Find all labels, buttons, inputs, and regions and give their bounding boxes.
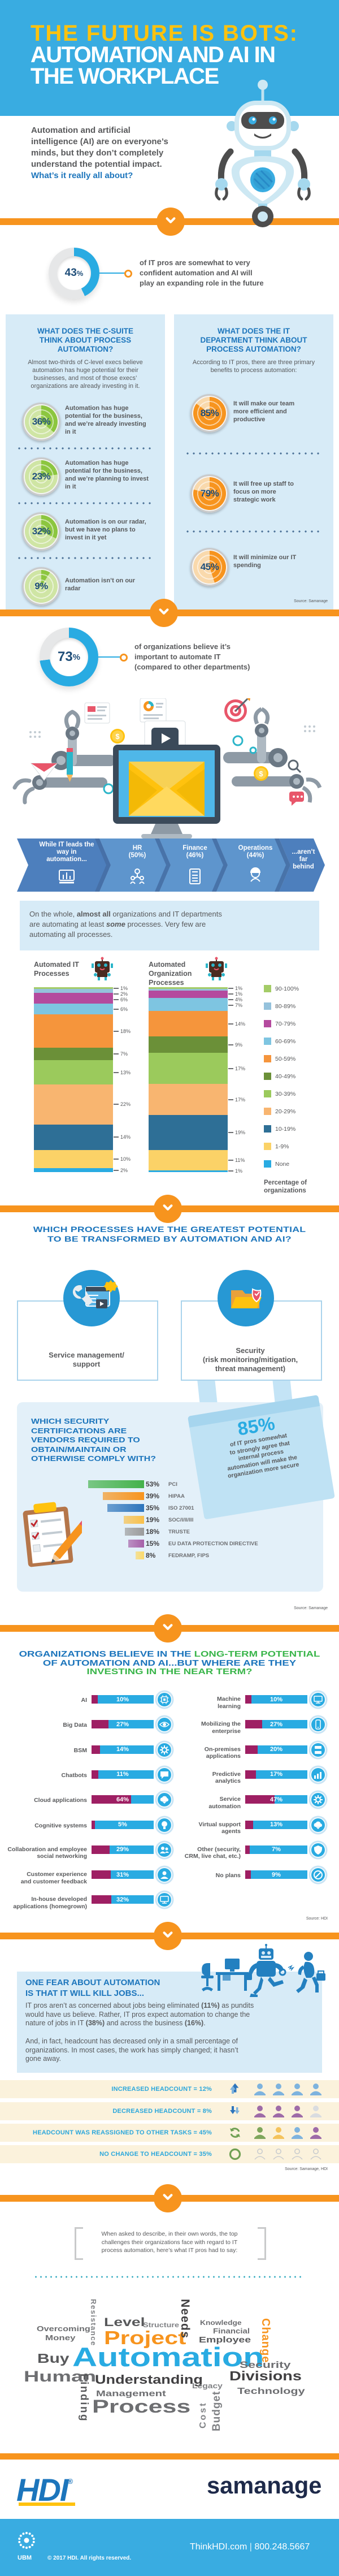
svg-text:Operations: Operations [238, 845, 273, 852]
svg-text:...aren’t: ...aren’t [292, 849, 315, 855]
svg-text:$: $ [259, 770, 263, 778]
svg-text:(46%): (46%) [186, 852, 204, 859]
svg-text:automation...: automation... [46, 856, 87, 863]
svg-text:While IT leads the: While IT leads the [39, 841, 94, 848]
svg-text:far: far [299, 856, 308, 863]
svg-text:way in: way in [56, 849, 76, 855]
svg-text:(44%): (44%) [247, 852, 264, 859]
svg-text:$: $ [115, 732, 120, 741]
svg-text:behind: behind [293, 863, 314, 870]
svg-text:HR: HR [133, 845, 142, 852]
svg-text:Finance: Finance [182, 845, 207, 852]
svg-text:(50%): (50%) [129, 852, 146, 859]
